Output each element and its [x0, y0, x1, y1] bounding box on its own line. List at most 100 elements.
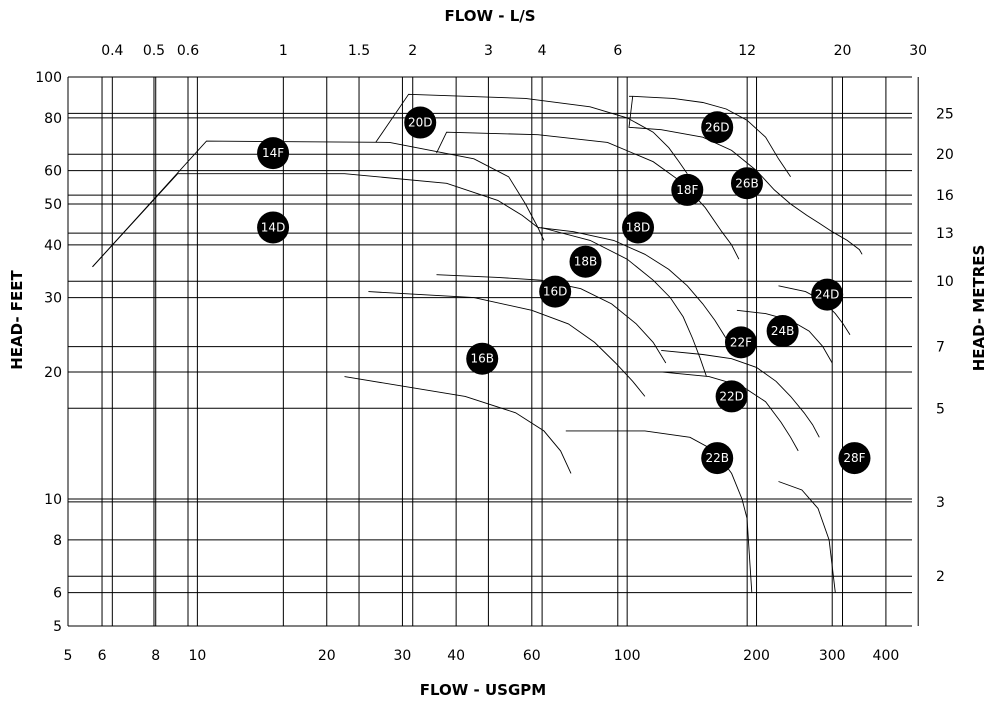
grid-lines — [67, 76, 919, 627]
badge-26b: 26B — [730, 167, 763, 200]
badge-label: 26D — [705, 120, 730, 134]
x-tick-usgpm: 400 — [873, 648, 900, 664]
x-tick-ls: 6 — [613, 43, 622, 59]
x-tick-ls: 4 — [538, 43, 547, 59]
badge-label: 16B — [470, 352, 494, 366]
badge-circle — [539, 275, 572, 308]
badge-label: 26B — [735, 176, 759, 190]
badge-22d: 22D — [715, 380, 748, 413]
x-axis-title-bottom: FLOW - USGPM — [420, 681, 546, 699]
badge-circle — [671, 173, 704, 206]
badge-label: 24B — [771, 324, 795, 338]
badge-label: 18F — [676, 183, 698, 197]
badge-label: 16D — [543, 285, 568, 299]
x-tick-ls: 2 — [408, 43, 417, 59]
badge-circle — [730, 167, 763, 200]
x-tick-usgpm: 6 — [98, 648, 107, 664]
y-tick-feet: 60 — [44, 164, 62, 180]
x-tick-ls: 0.6 — [177, 43, 199, 59]
badge-24b: 24B — [766, 315, 799, 348]
model-badges: 14F 14D 20D 26D 26B 18F 18D 18B 16D 16B 22F 22D 22B 2… — [257, 106, 871, 475]
x-tick-ls: 12 — [738, 43, 756, 59]
y-tick-feet: 30 — [44, 291, 62, 307]
x-tick-ls: 1.5 — [348, 43, 370, 59]
y-tick-feet: 100 — [35, 70, 62, 86]
x-tick-ls: 20 — [834, 43, 852, 59]
x-tick-ls: 30 — [909, 43, 927, 59]
badge-14d: 14D — [257, 211, 290, 244]
y-tick-metres: 10 — [936, 274, 954, 290]
badge-circle — [724, 326, 757, 359]
curve-26b — [628, 96, 863, 255]
x-tick-usgpm: 10 — [188, 648, 206, 664]
curve-16d — [436, 274, 667, 364]
x-tick-usgpm: 8 — [151, 648, 160, 664]
badge-label: 20D — [408, 116, 433, 130]
curve-16-lower — [344, 376, 572, 474]
curve-22d — [661, 371, 799, 452]
curve-26d — [629, 95, 791, 178]
badge-22b: 22B — [701, 442, 734, 475]
badge-circle — [257, 211, 290, 244]
x-tick-usgpm: 40 — [447, 648, 465, 664]
x-tick-usgpm: 60 — [523, 648, 541, 664]
y-tick-feet: 5 — [53, 619, 62, 635]
x-tick-usgpm: 100 — [614, 648, 641, 664]
y-tick-feet: 80 — [44, 111, 62, 127]
x-tick-ls: 0.5 — [143, 43, 165, 59]
y-tick-feet: 6 — [53, 586, 62, 602]
y-tick-feet: 10 — [44, 492, 62, 508]
badge-label: 14D — [261, 220, 286, 234]
x-tick-usgpm: 300 — [819, 648, 846, 664]
badge-26d: 26D — [701, 111, 734, 144]
x-tick-usgpm: 200 — [743, 648, 770, 664]
badge-label: 22D — [719, 389, 744, 403]
badge-label: 18B — [574, 255, 598, 269]
badge-16d: 16D — [539, 275, 572, 308]
y-axis-title-right: HEAD- METRES — [970, 245, 988, 372]
badge-circle — [701, 442, 734, 475]
curve-18b — [540, 227, 707, 377]
y-tick-metres: 25 — [936, 106, 954, 122]
y-tick-metres: 16 — [936, 188, 954, 204]
curve-22f — [661, 349, 820, 438]
badge-label: 14F — [262, 146, 284, 160]
y-tick-feet: 8 — [53, 533, 62, 549]
tick-labels: 5 6 8 10 20 30 40 60 100 200 300 400 0.4 0.5 0.6 1 1.5 2 3… — [35, 43, 954, 664]
y-tick-metres: 20 — [936, 147, 954, 163]
curve-14f — [92, 140, 545, 268]
x-axis-title-top: FLOW - L/S — [444, 7, 535, 25]
x-tick-ls: 0.4 — [101, 43, 123, 59]
y-tick-metres: 5 — [936, 401, 945, 417]
badge-18b: 18B — [569, 245, 602, 278]
badge-label: 18D — [626, 220, 651, 234]
y-tick-feet: 50 — [44, 197, 62, 213]
badge-label: 22F — [730, 335, 752, 349]
badge-16b: 16B — [466, 342, 499, 375]
x-tick-ls: 3 — [484, 43, 493, 59]
badge-14f: 14F — [257, 137, 290, 170]
x-tick-usgpm: 20 — [318, 648, 336, 664]
badge-circle — [569, 245, 602, 278]
x-tick-ls: 1 — [279, 43, 288, 59]
badge-circle — [257, 137, 290, 170]
badge-label: 24D — [815, 288, 840, 302]
curve-18d — [537, 227, 736, 351]
curve-24b — [736, 309, 833, 364]
curve-20d — [375, 93, 688, 174]
curve-16b — [368, 291, 646, 397]
x-tick-usgpm: 30 — [394, 648, 412, 664]
y-tick-metres: 7 — [936, 340, 945, 356]
badge-circle — [404, 106, 437, 139]
curve-18f — [436, 131, 740, 260]
badge-circle — [838, 442, 871, 475]
badge-18d: 18D — [622, 211, 655, 244]
badge-circle — [766, 315, 799, 348]
badge-circle — [715, 380, 748, 413]
badge-circle — [622, 211, 655, 244]
curve-28f — [778, 481, 836, 593]
badge-circle — [811, 278, 844, 311]
badge-24d: 24D — [811, 278, 844, 311]
badge-28f: 28F — [838, 442, 871, 475]
